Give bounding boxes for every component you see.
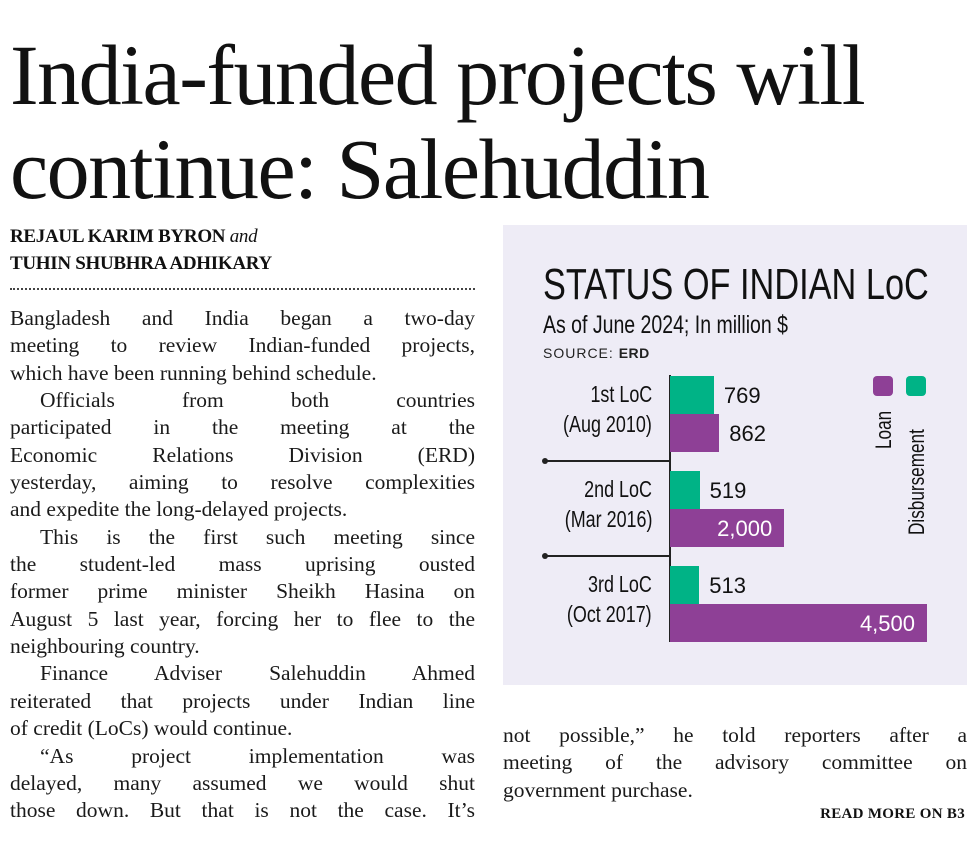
headline-line-2: continue: Salehuddin [10, 121, 710, 217]
loan-bar [670, 509, 785, 547]
loan-bar [670, 604, 927, 642]
legend-label-loan: Loan [871, 410, 896, 449]
loan-value-label: 2,000 [717, 516, 773, 541]
disbursement-value-label: 769 [723, 383, 761, 408]
text-line: which have been running behind schedule. [10, 360, 377, 385]
text-line: August 5 last year, forcing her to flee … [10, 606, 475, 631]
category-separator [542, 458, 671, 464]
text-line: former prime minister Sheikh Hasina on [10, 579, 475, 604]
author-2: TUHIN SHUBHRA ADHIKARY [10, 253, 272, 274]
category-label: 3rd LoC (Oct 2017) [543, 569, 652, 629]
text-line: meeting to review Indian-funded projects… [10, 333, 475, 358]
category-name: 3rd LoC [588, 571, 652, 597]
headline-line-1: India-funded projects will [10, 27, 866, 123]
disbursement-bar [670, 376, 714, 414]
text-line: participated in the meeting at the [10, 415, 475, 440]
text-line: Economic Relations Division (ERD) [10, 442, 475, 467]
text-line: Bangladesh and India began a two-day [10, 306, 475, 330]
byline-divider [10, 288, 475, 290]
disbursement-value-label: 519 [709, 478, 747, 503]
article-left-column: Bangladesh and India began a two-day meet… [10, 305, 475, 825]
source-value: ERD [618, 345, 650, 361]
loan-value-label: 4,500 [859, 611, 915, 636]
text-line: of credit (LoCs) would continue. [10, 716, 293, 741]
category-separator [542, 553, 671, 559]
legend-swatch-disbursement [906, 376, 926, 396]
category-label: 1st LoC (Aug 2010) [538, 379, 652, 439]
loan-value-label: 862 [729, 421, 766, 446]
byline-conjunction: and [229, 226, 258, 247]
legend-label-disbursement: Disbursement [904, 429, 929, 535]
read-more-link[interactable]: READ MORE ON B3 [820, 806, 965, 822]
text-line: This is the first such meeting since [40, 524, 475, 549]
text-line: the student-led mass uprising ousted [10, 552, 475, 577]
source-label: SOURCE: [543, 345, 614, 361]
byline-line-1: REJAUL KARIM BYRON and [10, 226, 258, 248]
category-date: (Oct 2017) [567, 601, 652, 627]
text-line: Officials from both countries [40, 388, 475, 413]
category-date: (Mar 2016) [564, 506, 652, 532]
loan-bar [670, 414, 720, 452]
text-line: those down. But that is not the case. It… [10, 798, 475, 823]
text-line: Finance Adviser Salehuddin Ahmed [40, 661, 475, 686]
category-name: 1st LoC [590, 381, 652, 407]
disbursement-value-label: 513 [709, 573, 747, 598]
category-date: (Aug 2010) [563, 411, 652, 437]
legend-swatch-loan [873, 376, 893, 396]
chart-subtitle: As of June 2024; In million $ [543, 311, 788, 339]
chart-title: STATUS OF INDIAN LoC [543, 260, 929, 309]
text-line: not possible,” he told reporters after a [503, 723, 967, 747]
disbursement-bar [670, 471, 700, 509]
text-line: neighbouring country. [10, 634, 200, 659]
category-label: 2nd LoC (Mar 2016) [540, 474, 652, 534]
text-line: delayed, many assumed we would shut [10, 770, 475, 795]
text-line: “As project implementation was [40, 743, 475, 768]
category-name: 2nd LoC [584, 476, 652, 502]
text-line: and expedite the long-delayed projects. [10, 497, 348, 522]
author-1: REJAUL KARIM BYRON [10, 226, 226, 247]
chart-source: SOURCE: ERD [543, 345, 650, 361]
article-right-column: not possible,” he told reporters after a… [503, 722, 967, 804]
text-line: meeting of the advisory committee on [503, 750, 967, 775]
text-line: government purchase. [503, 777, 693, 802]
text-line: yesterday, aiming to resolve complexitie… [10, 470, 475, 495]
loc-status-chart: STATUS OF INDIAN LoC As of June 2024; In… [503, 225, 967, 685]
disbursement-bar [670, 566, 700, 604]
text-line: reiterated that projects under Indian li… [10, 688, 475, 713]
